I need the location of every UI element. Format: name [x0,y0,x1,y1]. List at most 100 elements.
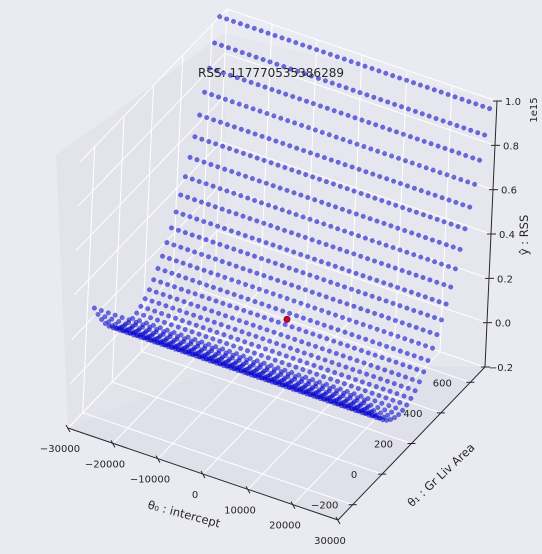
surface-point [211,117,217,123]
surface-point [197,315,204,321]
surface-point [233,148,239,154]
surface-point [379,197,385,204]
surface-point [242,339,248,345]
surface-point [277,244,283,250]
x-tick-label: 30000 [314,536,346,547]
surface-point [264,327,270,333]
surface-point [323,179,329,185]
surface-point [286,362,292,368]
surface-point [271,113,277,119]
surface-point [427,277,433,283]
surface-point [385,263,391,269]
surface-point [418,355,424,361]
surface-point [275,319,281,325]
surface-point [315,355,321,361]
surface-point [233,211,239,217]
surface-point [207,327,213,333]
surface-point [244,348,251,354]
surface-point [278,115,284,121]
surface-point [99,316,105,323]
surface-point [168,331,174,337]
surface-point [358,190,364,197]
surface-point [361,397,367,403]
surface-point [340,353,346,359]
surface-point [189,232,195,238]
surface-point [159,253,166,259]
surface-point [339,206,345,212]
surface-point [249,235,255,241]
surface-point [413,209,419,215]
surface-point [212,40,218,46]
surface-point [227,72,233,78]
surface-point [328,223,334,229]
surface-point [220,70,226,76]
surface-point [238,345,244,351]
surface-point [421,369,427,375]
surface-point [105,310,111,316]
surface-point [422,294,428,300]
surface-point [387,388,393,394]
surface-point [136,326,143,332]
surface-point [326,348,332,354]
surface-point [192,291,198,297]
surface-point [307,272,313,278]
surface-point [185,289,191,295]
y-tick-label: 400 [403,409,422,420]
surface-point [402,336,408,342]
surface-point [429,237,435,243]
surface-point [331,108,337,114]
surface-point [250,106,256,112]
surface-point [330,392,336,398]
surface-point [409,338,415,344]
surface-point [374,218,380,224]
x-tick-mark [110,440,116,448]
surface-point [309,289,315,295]
surface-point [158,279,164,285]
surface-point [404,350,410,357]
surface-point [370,339,376,345]
surface-point [351,399,357,405]
surface-point [193,322,199,328]
surface-point [418,188,424,194]
surface-point [341,390,347,396]
surface-point [249,176,255,182]
surface-point [332,369,338,376]
surface-point [437,169,443,176]
surface-point [281,227,288,233]
surface-point [203,282,210,288]
surface-point [338,340,344,347]
surface-point [380,124,386,130]
surface-point [412,108,418,114]
surface-point [220,300,226,306]
surface-point [409,376,415,383]
surface-point [234,75,240,81]
surface-point [298,192,304,198]
surface-point [434,216,440,222]
surface-point [323,389,330,395]
surface-point [257,325,263,331]
surface-point [202,343,208,349]
surface-point [362,63,368,69]
surface-point [206,349,212,355]
surface-point [156,300,162,306]
surface-point [455,223,461,230]
surface-point [194,157,200,163]
surface-point [306,341,312,347]
surface-point [344,301,350,307]
current-estimate-point [283,315,291,323]
surface-point [349,332,355,338]
surface-point [395,333,401,339]
surface-point [329,359,335,365]
surface-point [283,353,289,359]
x-tick-mark [200,470,206,479]
surface-point [221,225,228,232]
surface-point [372,398,378,404]
surface-point [404,305,410,311]
surface-point [313,381,319,387]
surface-point [153,289,159,295]
surface-point [323,241,329,248]
left-gridline [79,8,228,163]
surface-point [410,80,417,86]
surface-point [219,206,225,212]
surface-point [218,322,224,328]
